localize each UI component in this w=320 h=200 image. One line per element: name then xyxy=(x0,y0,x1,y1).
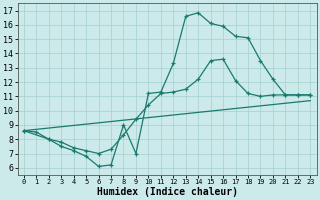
X-axis label: Humidex (Indice chaleur): Humidex (Indice chaleur) xyxy=(97,186,237,197)
